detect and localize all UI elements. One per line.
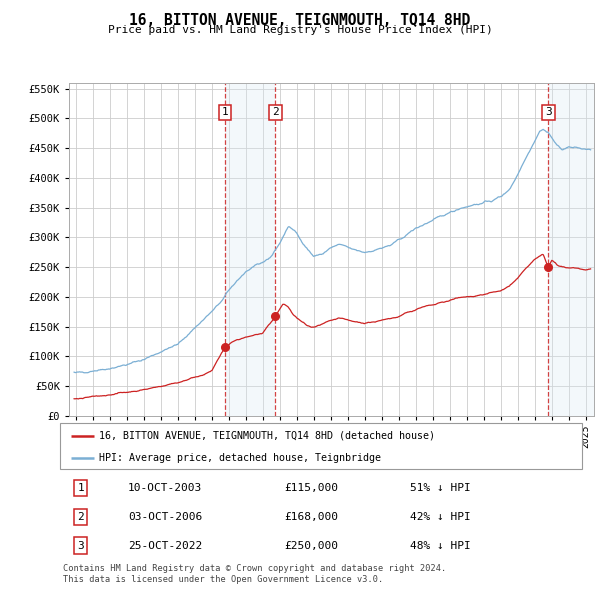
- Text: 48% ↓ HPI: 48% ↓ HPI: [410, 540, 470, 550]
- Text: 42% ↓ HPI: 42% ↓ HPI: [410, 512, 470, 522]
- Text: 16, BITTON AVENUE, TEIGNMOUTH, TQ14 8HD: 16, BITTON AVENUE, TEIGNMOUTH, TQ14 8HD: [130, 13, 470, 28]
- Text: Contains HM Land Registry data © Crown copyright and database right 2024.: Contains HM Land Registry data © Crown c…: [63, 564, 446, 573]
- Text: 10-OCT-2003: 10-OCT-2003: [128, 483, 202, 493]
- Text: Price paid vs. HM Land Registry's House Price Index (HPI): Price paid vs. HM Land Registry's House …: [107, 25, 493, 35]
- Text: 03-OCT-2006: 03-OCT-2006: [128, 512, 202, 522]
- Text: 51% ↓ HPI: 51% ↓ HPI: [410, 483, 470, 493]
- Text: 2: 2: [272, 107, 279, 117]
- Text: 25-OCT-2022: 25-OCT-2022: [128, 540, 202, 550]
- Text: £115,000: £115,000: [284, 483, 338, 493]
- Text: 3: 3: [77, 540, 84, 550]
- Text: This data is licensed under the Open Government Licence v3.0.: This data is licensed under the Open Gov…: [63, 575, 383, 584]
- Text: 16, BITTON AVENUE, TEIGNMOUTH, TQ14 8HD (detached house): 16, BITTON AVENUE, TEIGNMOUTH, TQ14 8HD …: [99, 431, 435, 441]
- Text: 1: 1: [77, 483, 84, 493]
- Text: 2: 2: [77, 512, 84, 522]
- FancyBboxPatch shape: [60, 423, 582, 469]
- Bar: [225, 83, 275, 416]
- Text: 1: 1: [221, 107, 229, 117]
- Text: £250,000: £250,000: [284, 540, 338, 550]
- Bar: [548, 83, 594, 416]
- Text: HPI: Average price, detached house, Teignbridge: HPI: Average price, detached house, Teig…: [99, 453, 381, 463]
- Text: 3: 3: [545, 107, 552, 117]
- Text: £168,000: £168,000: [284, 512, 338, 522]
